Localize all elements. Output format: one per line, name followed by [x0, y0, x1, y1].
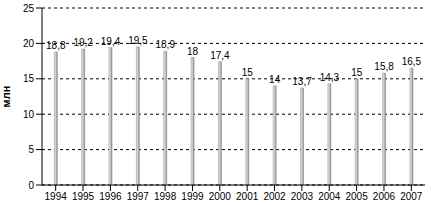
svg-text:2005: 2005: [345, 191, 368, 202]
svg-text:15,8: 15,8: [374, 61, 394, 72]
svg-text:20: 20: [23, 38, 35, 49]
svg-text:1998: 1998: [154, 191, 177, 202]
svg-text:19,5: 19,5: [128, 35, 148, 46]
svg-text:18,9: 18,9: [156, 39, 176, 50]
svg-text:14,3: 14,3: [320, 72, 340, 83]
svg-text:2006: 2006: [373, 191, 396, 202]
svg-text:2004: 2004: [318, 191, 341, 202]
svg-text:2003: 2003: [291, 191, 314, 202]
svg-text:18,8: 18,8: [46, 40, 66, 51]
svg-text:1994: 1994: [45, 191, 68, 202]
svg-text:1996: 1996: [99, 191, 122, 202]
svg-text:5: 5: [28, 144, 34, 155]
svg-text:2002: 2002: [263, 191, 286, 202]
svg-text:14: 14: [269, 74, 281, 85]
svg-text:1997: 1997: [127, 191, 150, 202]
svg-text:15: 15: [351, 67, 363, 78]
svg-text:10: 10: [23, 109, 35, 120]
svg-text:2001: 2001: [236, 191, 259, 202]
svg-text:19,2: 19,2: [73, 37, 93, 48]
svg-text:1995: 1995: [72, 191, 95, 202]
svg-text:0: 0: [28, 180, 34, 191]
svg-text:18: 18: [187, 46, 199, 57]
svg-text:2007: 2007: [400, 191, 423, 202]
svg-text:25: 25: [23, 3, 35, 14]
svg-text:17,4: 17,4: [210, 50, 230, 61]
svg-text:1999: 1999: [181, 191, 204, 202]
svg-text:16,5: 16,5: [402, 56, 422, 67]
svg-text:13,7: 13,7: [292, 76, 312, 87]
svg-text:15: 15: [242, 67, 254, 78]
svg-text:млн: млн: [8, 86, 12, 108]
svg-text:2000: 2000: [209, 191, 232, 202]
svg-text:15: 15: [23, 73, 35, 84]
svg-text:19,4: 19,4: [101, 36, 121, 47]
